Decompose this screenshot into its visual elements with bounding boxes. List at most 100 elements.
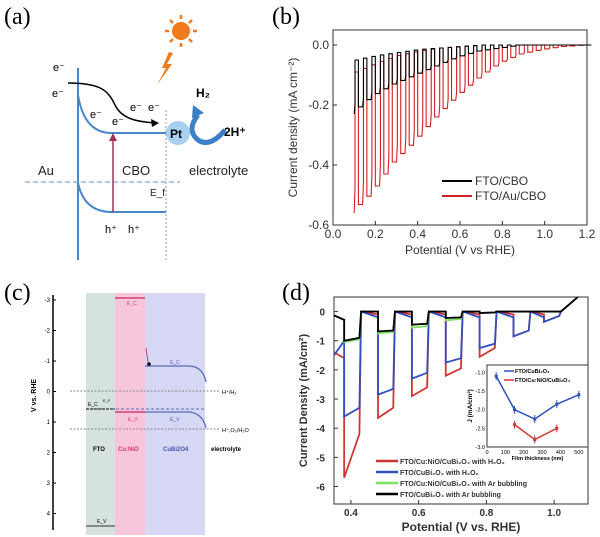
d-inset-point: [555, 426, 559, 430]
hole-label: h⁺: [105, 224, 117, 236]
d-inset-x-tick-label: 200: [519, 450, 528, 456]
fto-region-label: FTO: [93, 447, 105, 453]
h2-evolution-arrow: [189, 113, 227, 145]
electron-dot: [147, 362, 151, 366]
cbo-ev-label: E_V: [170, 417, 180, 423]
d-inset-frame: [486, 364, 589, 448]
valence-band: [77, 182, 166, 213]
c-y-axis-label: V vs. RHE: [31, 379, 38, 412]
pt-cocatalyst: [166, 121, 190, 145]
fto-ef-label: E_F: [103, 398, 111, 403]
panel-b-chart: 0.0 0.2 0.4 0.6 0.8 1.0 1.2 0.0 -0.2 -0.4 -0.6 Pote…: [286, 29, 596, 257]
d-inset-point: [555, 402, 559, 406]
d-inset-x-tick-label: 500: [574, 450, 583, 456]
electron-transfer-arrow: [67, 82, 157, 124]
b-legend-label: FTO/Au/CBO: [475, 189, 546, 203]
d-inset-point: [533, 417, 537, 421]
electron-label: e⁻: [148, 102, 160, 114]
panel-label-c: (c): [4, 280, 31, 306]
b-legend-label: FTO/CBO: [475, 174, 528, 188]
d-series-line: [333, 296, 579, 344]
b-x-tick-label: 1.0: [536, 227, 553, 241]
d-legend-label: FTO/Cu:NiO/CuBi₂O₄ with H₂O₂: [400, 459, 505, 466]
c-y-tick-label: 2: [47, 451, 51, 457]
d-y-tick-label: 0: [319, 308, 325, 319]
fto-ec-label: E_C: [88, 402, 98, 408]
c-y-tick-label: 0: [47, 390, 51, 396]
h-o2-label: H⁺,O₂/H₂O: [222, 427, 249, 434]
electron-label: e⁻: [90, 109, 102, 121]
d-x-tick-label: 1.0: [547, 508, 561, 519]
d-x-axis-label: Potential (V vs. RHE): [402, 520, 521, 534]
d-inset-point: [577, 393, 581, 397]
d-y-tick-label: -4: [316, 424, 325, 435]
d-legend-label: FTO/CuBi₂O₄ with H₂O₂: [400, 470, 479, 477]
d-inset-legend-label: FTO/Cu:NiO/CuBi₂O₄: [515, 378, 570, 384]
2h-plus-label: 2H⁺: [224, 125, 246, 139]
panel-label-a: (a): [4, 4, 31, 30]
sun-icon: [157, 15, 197, 85]
d-y-tick-label: -2: [316, 366, 325, 377]
d-inset-point: [494, 374, 498, 378]
d-inset-y-tick-label: -1.0: [476, 370, 485, 376]
conduction-band: [77, 94, 166, 134]
panel-a-band-diagram: Pt H₂ 2H⁺ e⁻ e⁻ e⁻ e⁻ e⁻ e⁻ h⁺ h⁺ Au CBO…: [25, 15, 248, 260]
d-series-line: [333, 296, 579, 419]
panel-c-band-diagram: -3 -2 -1 0 1 2 3 4 V vs. RHE H⁺/H₂ H⁺,O₂/H₂O E_…: [31, 293, 249, 535]
d-legend-label: FTO/CuBi₂O₄ with Ar bubbling: [400, 492, 501, 499]
b-y-tick-label: 0.0: [312, 38, 329, 52]
d-inset-y-tick-label: -2.5: [476, 426, 485, 432]
d-inset-point: [513, 423, 517, 427]
electrolyte-label: electrolyte: [189, 163, 248, 178]
nio-ev-label: E_V: [128, 417, 138, 423]
d-y-tick-label: -1: [316, 337, 325, 348]
hole-label: h⁺: [128, 224, 140, 236]
d-y-tick-label: -5: [316, 453, 325, 464]
fto-ev-label: E_V: [97, 519, 107, 525]
b-y-tick-label: -0.6: [308, 218, 329, 232]
b-x-tick-label: 0.6: [452, 227, 469, 241]
cubi2o4-region-label: CuBi2O4: [163, 447, 189, 453]
cbo-ec-label: E_C: [170, 360, 180, 366]
d-inset-x-tick-label: 300: [537, 450, 546, 456]
b-x-tick-label: 0.0: [325, 227, 342, 241]
cbo-label: CBO: [122, 163, 150, 178]
pt-label: Pt: [170, 127, 182, 141]
electron-label: e⁻: [112, 116, 124, 128]
d-inset-y-axis-label: J (mA/cm²): [467, 389, 474, 423]
d-x-tick-label: 0.4: [344, 508, 358, 519]
d-inset-x-tick-label: 100: [501, 450, 510, 456]
d-y-tick-label: -3: [316, 395, 325, 406]
au-label: Au: [38, 163, 54, 178]
h2-label: H₂: [196, 86, 210, 100]
nio-ec-label: E_C: [127, 301, 137, 307]
b-x-tick-label: 0.4: [409, 227, 426, 241]
cbo-cb: [145, 365, 207, 383]
b-x-tick-label: 1.2: [579, 227, 596, 241]
b-y-axis-label: Current density (mA cm⁻²): [286, 58, 300, 198]
cbo-vb: [145, 411, 207, 429]
c-y-tick-label: -1: [45, 359, 51, 365]
d-inset-x-tick-label: 0: [485, 450, 488, 456]
c-y-tick-label: 3: [47, 481, 51, 487]
d-x-tick-label: 0.6: [412, 508, 426, 519]
d-y-tick-label: -6: [316, 483, 325, 494]
cu-nio-region: [115, 293, 145, 535]
d-legend-label: FTO/Cu:NiO/CuBi₂O₄ with Ar bubbling: [400, 481, 527, 488]
c-y-tick-label: -2: [45, 329, 51, 335]
d-inset-legend-label: FTO/CuBi₂O₄: [515, 369, 550, 375]
electron-label: e⁻: [130, 102, 142, 114]
b-series-line: [353, 44, 592, 214]
b-series-line: [353, 44, 592, 115]
d-inset-x-axis-label: Film thickness (nm): [512, 456, 564, 462]
electron-label: e⁻: [53, 62, 65, 74]
d-inset-point: [513, 408, 517, 412]
b-x-tick-label: 0.2: [367, 227, 384, 241]
d-y-axis-label: Current Density (mA/cm²): [298, 334, 310, 468]
d-series-line: [333, 296, 579, 342]
d-inset-y-tick-label: -1.5: [476, 389, 485, 395]
cu-nio-region-label: Cu:NiO: [118, 447, 139, 453]
fto-region: [86, 293, 115, 535]
panel-label-d: (d): [282, 280, 310, 306]
c-y-tick-label: -3: [45, 298, 51, 304]
